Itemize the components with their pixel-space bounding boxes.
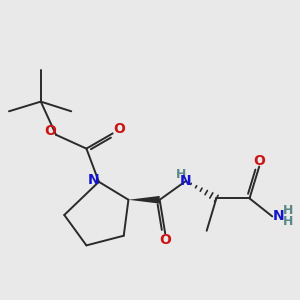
Text: N: N [180, 174, 192, 188]
Polygon shape [128, 196, 160, 204]
Text: H: H [283, 204, 293, 217]
Text: N: N [272, 209, 284, 224]
Text: O: O [253, 154, 265, 167]
Text: O: O [159, 233, 171, 248]
Text: O: O [44, 124, 56, 138]
Text: H: H [283, 215, 293, 228]
Text: N: N [88, 173, 100, 188]
Text: O: O [113, 122, 125, 136]
Text: H: H [176, 168, 186, 182]
